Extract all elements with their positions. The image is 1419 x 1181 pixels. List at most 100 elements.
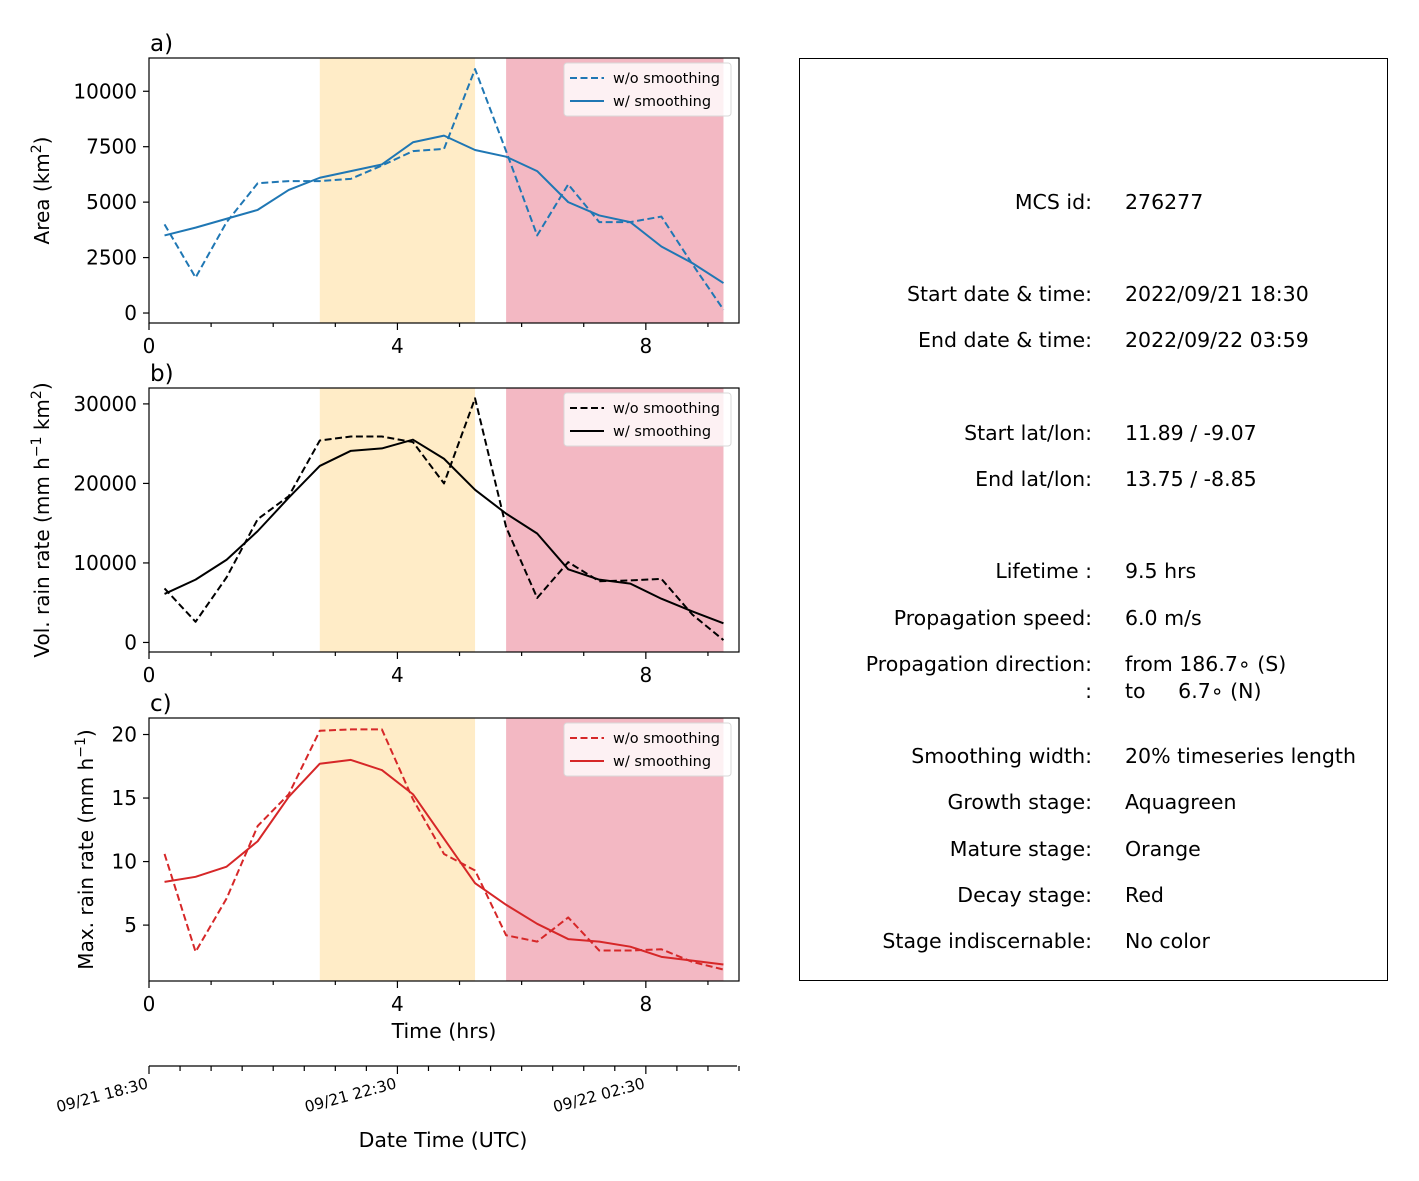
- info-value: 2022/09/21 18:30: [1125, 282, 1309, 306]
- info-value: Orange: [1125, 837, 1201, 861]
- legend-entry: w/ smoothing: [613, 424, 711, 440]
- legend-box: [563, 62, 732, 117]
- y-axis-label-part: −1: [29, 437, 45, 458]
- info-label: Lifetime :: [995, 559, 1092, 583]
- info-row-mcs-id: MCS id: 276277: [800, 190, 1387, 214]
- x-tick-label: 4: [391, 334, 404, 358]
- info-label: Decay stage:: [957, 883, 1092, 907]
- info-row-start-time: Start date & time: 2022/09/21 18:30: [800, 282, 1387, 306]
- info-row-propagation-direction: Propagation direction: from 186.7∘ (S): [800, 652, 1387, 676]
- info-row-stage-indiscernable: Stage indiscernable: No color: [800, 929, 1387, 953]
- info-value: 20% timeseries length: [1125, 744, 1356, 768]
- legend-entry: w/o smoothing: [613, 71, 720, 87]
- mcs-info-panel: MCS id: 276277 Start date & time: 2022/0…: [799, 58, 1388, 981]
- info-value: Red: [1125, 883, 1164, 907]
- info-value: to 6.7∘ (N): [1125, 679, 1262, 703]
- info-value: Aquagreen: [1125, 790, 1237, 814]
- legend-box: [563, 392, 732, 447]
- info-label: MCS id:: [1014, 190, 1092, 214]
- panel-label: b): [150, 361, 174, 387]
- y-axis-label-part: km: [30, 399, 54, 436]
- stage-band-mature: [319, 718, 476, 981]
- y-tick-label: 30000: [73, 392, 137, 416]
- series-line-smoothed: [164, 758, 724, 966]
- info-value: 276277: [1125, 190, 1204, 214]
- series-line-smoothed: [164, 438, 724, 625]
- datetime-tick-label: 09/21 22:30: [303, 1074, 399, 1116]
- y-axis-label: Max. rain rate (mm h−1): [73, 729, 98, 969]
- y-axis-label-part: ): [30, 382, 54, 390]
- y-axis-label: Vol. rain rate (mm h−1 km2): [29, 382, 54, 657]
- y-tick-label: 7500: [86, 135, 137, 159]
- info-label: Start date & time:: [906, 282, 1092, 306]
- plot-frame: [148, 57, 740, 324]
- series-line-unsmoothed: [163, 397, 725, 641]
- x-tick-label: 0: [143, 334, 156, 358]
- info-label: Smoothing width:: [911, 744, 1092, 768]
- y-tick-label: 15: [112, 786, 137, 810]
- y-axis-label-part: Area (km: [30, 153, 54, 244]
- datetime-axis: 09/21 18:30 09/21 22:30 09/22 02:30 Date Ti…: [54, 1065, 740, 1152]
- stage-band-mature: [319, 58, 476, 323]
- y-tick-label: 0: [124, 301, 137, 325]
- y-tick-label: 10000: [73, 79, 137, 103]
- info-value: 6.0 m/s: [1125, 606, 1202, 630]
- info-row-growth-stage: Growth stage: Aquagreen: [800, 790, 1387, 814]
- x-tick-label: 8: [639, 334, 652, 358]
- panel-label: a): [150, 31, 173, 57]
- panel-a: 0 2500 5000 7500 10000 0 4 8 a) Area (km2) w/o smo…: [29, 31, 740, 358]
- x-tick-label: 4: [391, 992, 404, 1016]
- y-axis-label-part: 2: [29, 390, 45, 399]
- datetime-tick-label: 09/21 18:30: [54, 1074, 150, 1116]
- datetime-tick-label: 09/22 02:30: [551, 1074, 647, 1116]
- info-row-end-time: End date & time: 2022/09/22 03:59: [800, 328, 1387, 352]
- info-label: Growth stage:: [947, 790, 1092, 814]
- datetime-axis-label: Date Time (UTC): [359, 1128, 528, 1152]
- series-line-smoothed: [164, 134, 725, 284]
- x-axis-label: Time (hrs): [391, 1019, 497, 1043]
- y-tick-label: 10000: [73, 551, 137, 575]
- y-axis-label-part: Vol. rain rate (mm h: [30, 457, 54, 658]
- x-tick-label: 8: [639, 663, 652, 687]
- info-row-mature-stage: Mature stage: Orange: [800, 837, 1387, 861]
- info-label: :: [1085, 679, 1092, 703]
- y-axis-label: Area (km2): [29, 137, 54, 245]
- legend-entry: w/o smoothing: [613, 731, 720, 747]
- info-row-decay-stage: Decay stage: Red: [800, 883, 1387, 907]
- y-axis-label-part: −1: [73, 737, 89, 758]
- info-row-lifetime: Lifetime : 9.5 hrs: [800, 559, 1387, 583]
- y-tick-label: 10: [112, 850, 137, 874]
- y-tick-label: 2500: [86, 246, 137, 270]
- x-tick-label: 8: [639, 992, 652, 1016]
- y-tick-label: 5000: [86, 190, 137, 214]
- info-value: 2022/09/22 03:59: [1125, 328, 1309, 352]
- info-label: Propagation direction:: [865, 652, 1092, 676]
- info-label: End lat/lon:: [975, 467, 1092, 491]
- legend-entry: w/ smoothing: [613, 94, 711, 110]
- info-row-end-latlon: End lat/lon: 13.75 / -8.85: [800, 467, 1387, 491]
- stage-band-mature: [319, 388, 476, 652]
- plot-frame: [148, 717, 740, 982]
- info-label: End date & time:: [918, 328, 1092, 352]
- info-value: 9.5 hrs: [1125, 559, 1197, 583]
- legend-entry: w/ smoothing: [613, 754, 711, 770]
- info-label: Start lat/lon:: [964, 421, 1092, 445]
- series-line-unsmoothed: [163, 728, 724, 971]
- info-value: 13.75 / -8.85: [1125, 467, 1257, 491]
- y-axis-label-part: 2: [29, 144, 45, 153]
- y-tick-label: 20: [112, 723, 137, 747]
- panel-b: 0 10000 20000 30000 0 4 8 b) Vol. rain rate (mm …: [29, 361, 740, 687]
- info-row-start-latlon: Start lat/lon: 11.89 / -9.07: [800, 421, 1387, 445]
- plot-frame: [148, 387, 740, 653]
- y-axis-label-part: ): [30, 137, 54, 145]
- x-tick-label: 0: [143, 663, 156, 687]
- info-value: No color: [1125, 929, 1210, 953]
- y-axis-label-part: Max. rain rate (mm h: [74, 758, 98, 970]
- panel-c: 5 10 15 20 0 4 8 c) Max. rain rate (mm h−1) Time …: [73, 691, 740, 1043]
- y-tick-label: 0: [124, 630, 137, 654]
- x-tick-label: 0: [143, 992, 156, 1016]
- y-tick-label: 20000: [73, 471, 137, 495]
- legend-box: [563, 722, 732, 777]
- y-tick-label: 5: [124, 913, 137, 937]
